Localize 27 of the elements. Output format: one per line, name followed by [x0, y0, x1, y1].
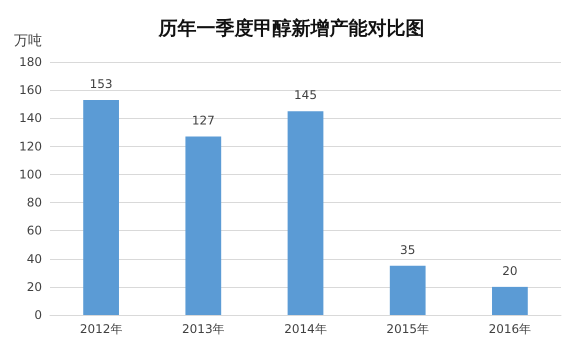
y-axis-title: 万吨 [14, 33, 42, 49]
data-label: 145 [294, 88, 317, 102]
data-label: 20 [502, 264, 518, 278]
bar [83, 100, 119, 315]
x-tick-label: 2016年 [488, 322, 532, 336]
bar [492, 286, 528, 315]
y-tick-label: 20 [26, 280, 42, 294]
data-label: 35 [400, 242, 416, 257]
y-tick-label: 60 [26, 224, 42, 238]
x-tick-label: 2012年 [80, 322, 122, 336]
bar [288, 111, 324, 315]
y-tick-label: 80 [26, 196, 42, 210]
y-tick-label: 40 [26, 252, 42, 266]
y-tick-label: 180 [19, 55, 42, 69]
data-label: 153 [90, 76, 113, 91]
chart-title: 历年一季度甲醇新增产能对比图 [158, 18, 424, 40]
x-tick-label: 2013年 [182, 322, 225, 336]
y-tick-label: 120 [19, 139, 42, 154]
y-tick-label: 0 [34, 308, 42, 322]
y-tick-label: 160 [19, 83, 42, 98]
y-tick-label: 100 [19, 167, 42, 182]
bar [185, 136, 222, 315]
data-label: 127 [192, 113, 215, 128]
x-tick-label: 2014年 [284, 322, 327, 336]
bar [390, 266, 426, 315]
x-tick-label: 2015年 [386, 322, 429, 336]
y-tick-label: 140 [19, 111, 42, 126]
